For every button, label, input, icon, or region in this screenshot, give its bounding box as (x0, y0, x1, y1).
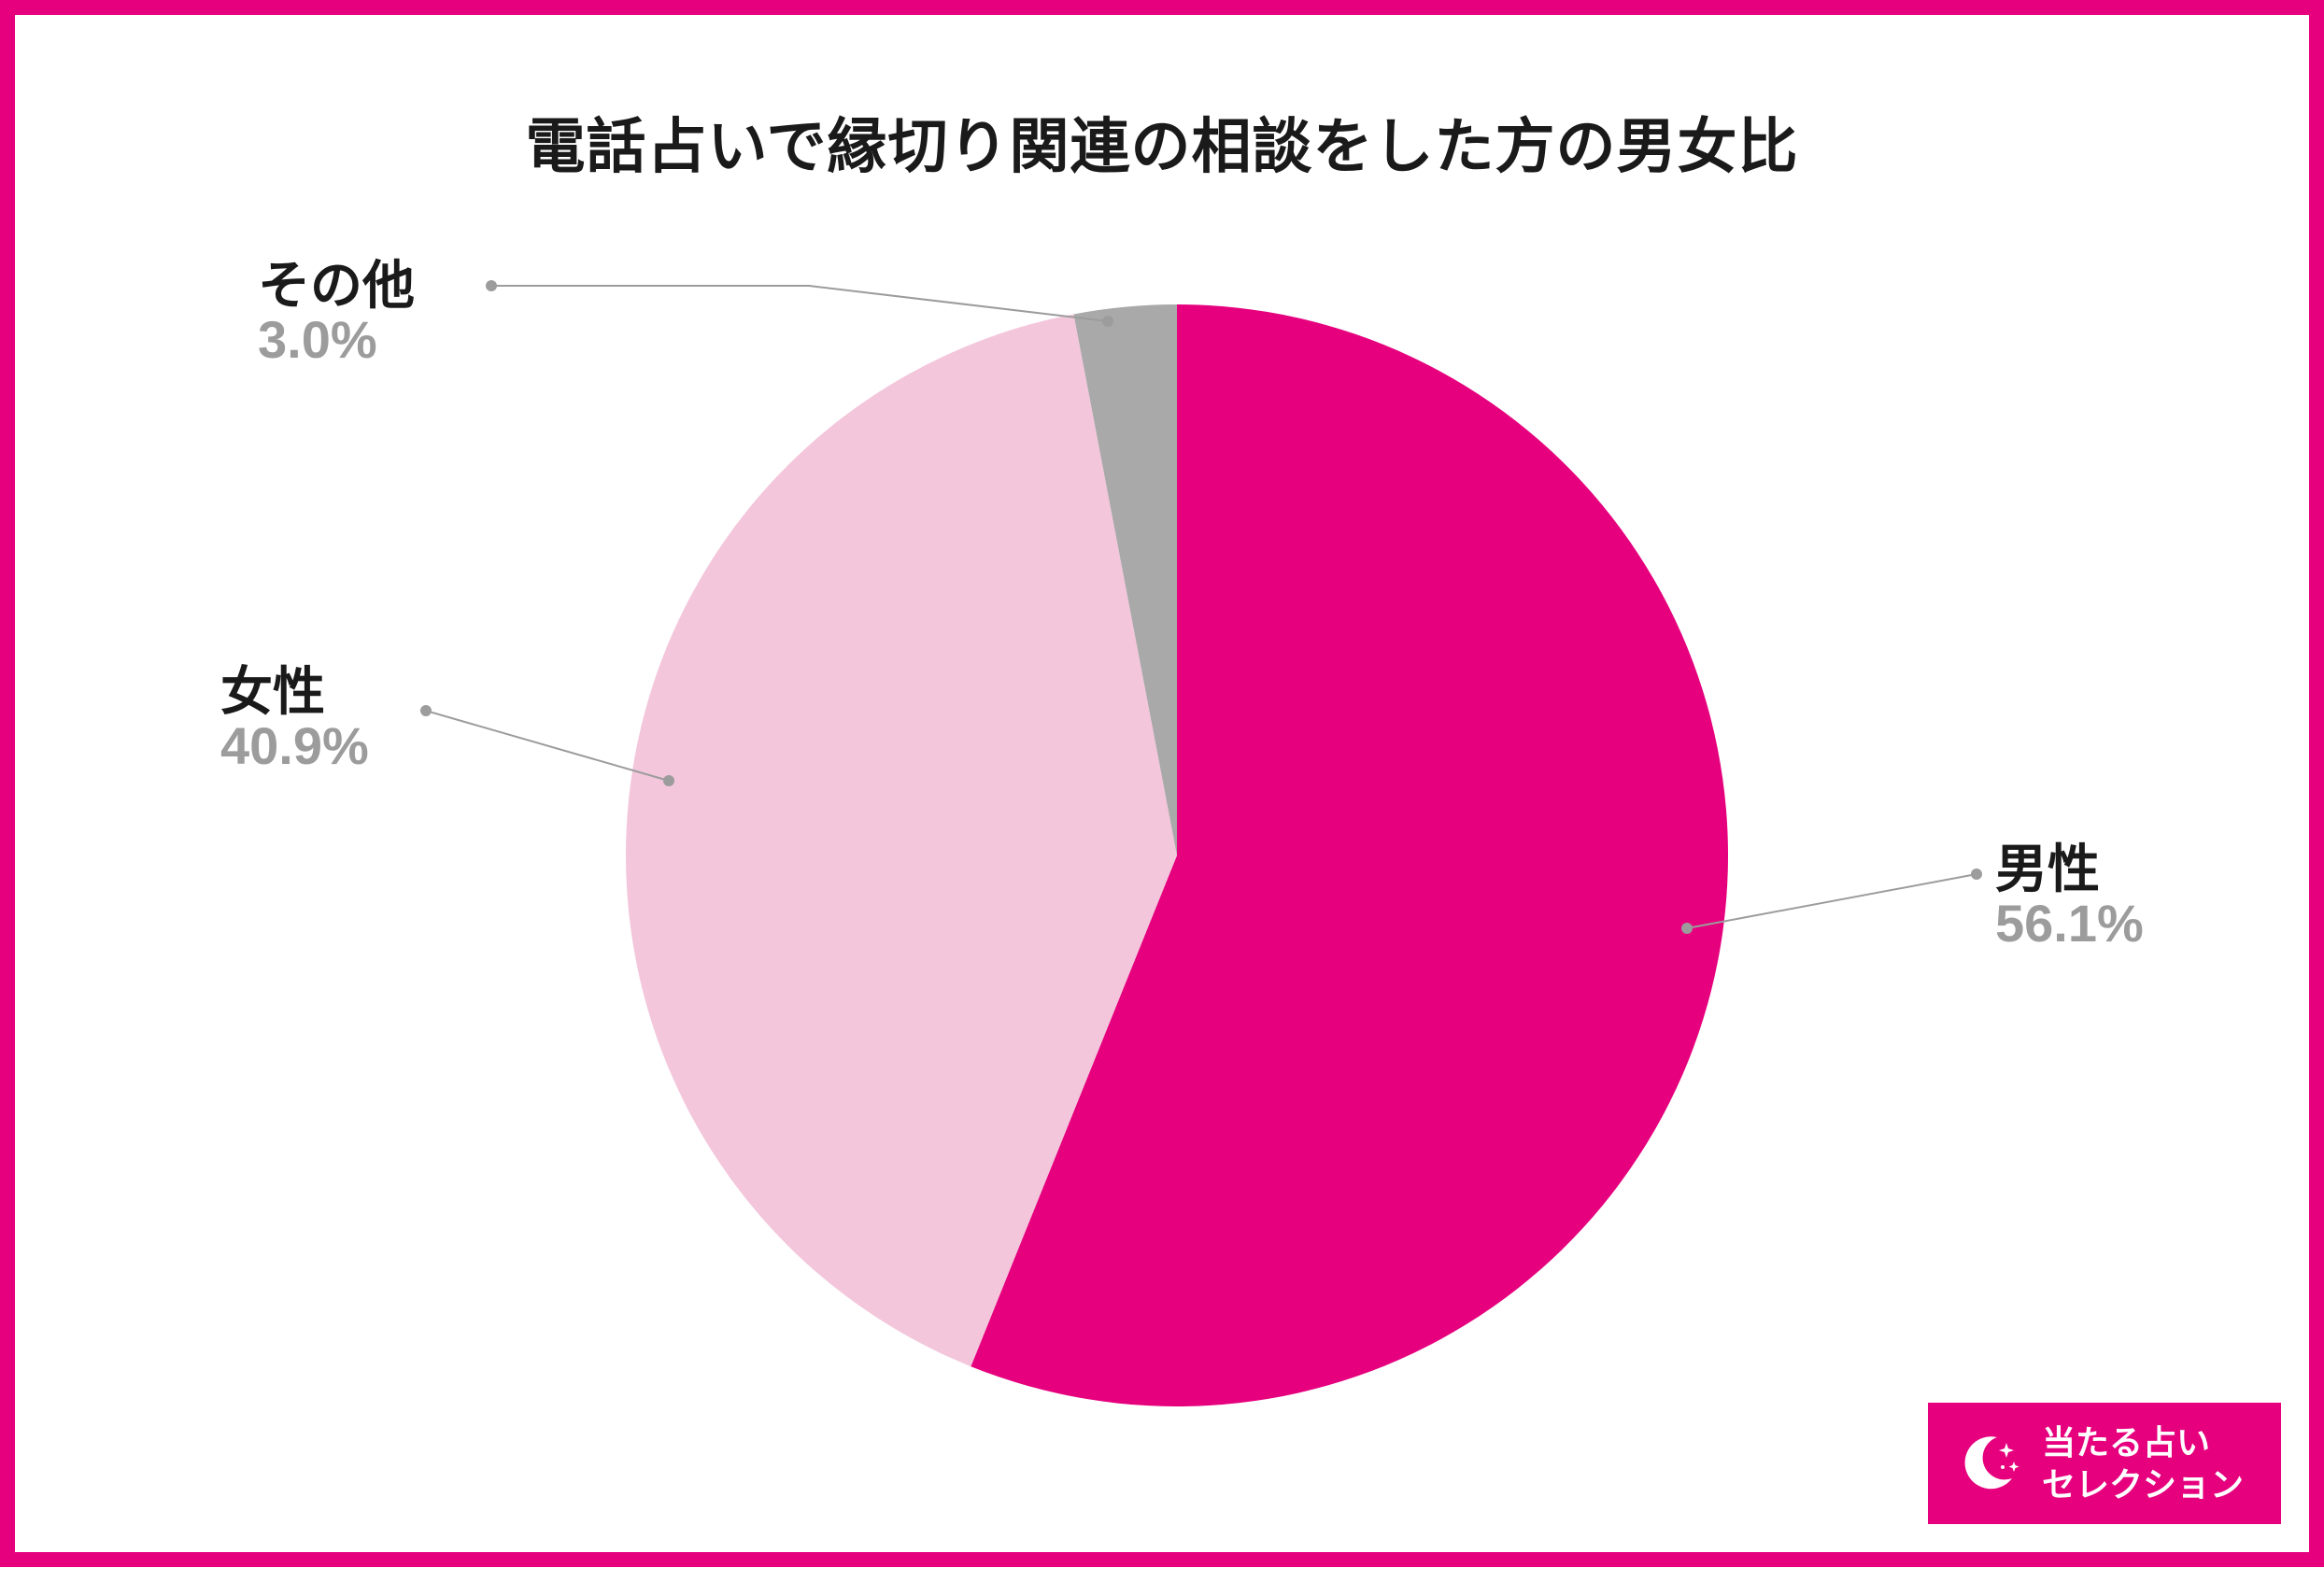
watermark-line2: セレクション (2042, 1463, 2244, 1505)
chart-title: 電話占いで縁切り関連の相談をした方の男女比 (15, 99, 2309, 185)
watermark-text: 当たる占い セレクション (2042, 1421, 2244, 1505)
watermark-line1: 当たる占い (2042, 1421, 2244, 1463)
label-pct-female: 40.9% (220, 715, 369, 776)
watermark-badge: 当たる占い セレクション (1928, 1403, 2281, 1524)
pie-chart (626, 304, 1728, 1406)
chart-frame: 電話占いで縁切り関連の相談をした方の男女比 男性56.1% 女性40.9% その他3… (0, 0, 2324, 1567)
label-pct-male: 56.1% (1995, 893, 2144, 953)
label-name-other: その他 (258, 244, 415, 319)
label-name-male: 男性 (1995, 827, 2100, 903)
label-pct-other: 3.0% (258, 309, 377, 370)
label-name-female: 女性 (220, 650, 325, 726)
moon-sparkle-icon (1956, 1430, 2023, 1497)
